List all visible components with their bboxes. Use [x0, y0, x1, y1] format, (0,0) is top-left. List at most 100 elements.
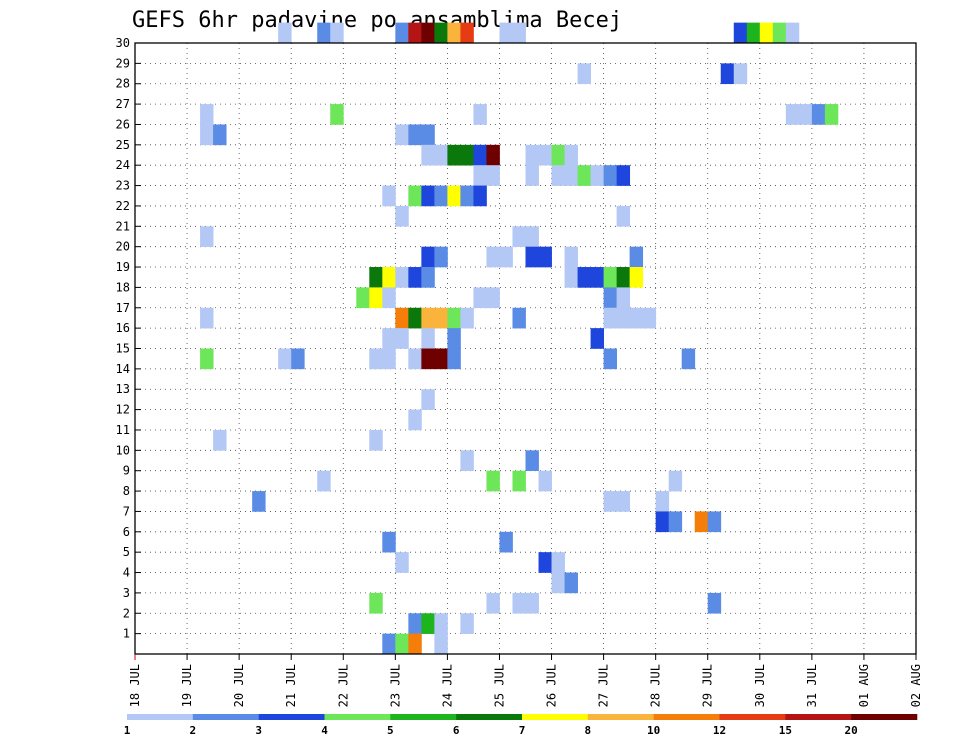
colorbar-label: 3 — [255, 724, 262, 737]
heatmap-cell — [577, 165, 591, 186]
heatmap-cell — [577, 63, 591, 85]
heatmap-cell — [408, 22, 422, 44]
colorbar-segment — [390, 714, 457, 720]
heatmap-cell — [460, 307, 474, 329]
heatmap-cell — [213, 429, 227, 451]
heatmap-cell — [655, 511, 670, 533]
colorbar-label: 4 — [321, 724, 328, 737]
x-tick-label: 26 JUL — [545, 664, 559, 707]
y-tick-label: 8 — [123, 484, 130, 498]
heatmap-cell — [421, 124, 435, 146]
heatmap-cell — [512, 592, 526, 614]
heatmap-cell — [200, 348, 214, 370]
heatmap-cell — [421, 144, 435, 166]
heatmap-cell — [525, 246, 539, 268]
x-tick-label: 20 JUL — [232, 664, 246, 707]
heatmap-cell — [499, 246, 513, 268]
heatmap-cell — [421, 246, 435, 268]
heatmap-cell — [369, 429, 383, 451]
heatmap-cell — [629, 307, 644, 329]
heatmap-cell — [629, 267, 644, 288]
heatmap-cell — [421, 389, 435, 410]
y-tick-label: 7 — [123, 504, 130, 518]
heatmap-cell — [447, 185, 461, 207]
heatmap-cell — [564, 572, 578, 594]
heatmap-cell — [421, 328, 435, 349]
heatmap-cell — [382, 328, 396, 349]
y-tick-label: 4 — [123, 566, 130, 580]
heatmap-cell — [616, 165, 631, 186]
heatmap-cell — [369, 592, 383, 614]
heatmap-cell — [460, 450, 474, 471]
y-tick-label: 10 — [116, 443, 130, 457]
y-tick-label: 13 — [116, 382, 130, 396]
x-tick-label: 22 JUL — [336, 664, 350, 707]
heatmap-cell — [434, 633, 448, 655]
heatmap-cell — [434, 348, 448, 370]
heatmap-cell — [603, 491, 618, 512]
x-axis-ticks: 18 JUL 19 JUL 20 JUL 21 JUL 22 JUL 23 JUL 24 J… — [128, 654, 923, 707]
heatmap-cell — [291, 348, 305, 370]
heatmap-cell — [408, 633, 422, 655]
heatmap-cell — [434, 185, 448, 207]
heatmap-cell — [473, 165, 487, 186]
heatmap-cell — [395, 124, 409, 146]
colorbar-segment — [522, 714, 589, 720]
heatmap-cell — [460, 22, 474, 44]
heatmap-cell — [447, 144, 461, 166]
colorbar-segment — [587, 714, 654, 720]
heatmap-cell — [486, 470, 500, 492]
heatmap-cell — [772, 22, 787, 44]
heatmap-cell — [395, 267, 409, 288]
colorbar-segment — [653, 714, 720, 720]
heatmap-cell — [330, 104, 344, 125]
colorbar-segment — [456, 714, 523, 720]
y-tick-label: 19 — [116, 260, 130, 274]
heatmap-cell — [616, 287, 631, 309]
heatmap-cell — [564, 165, 578, 186]
y-tick-label: 1 — [123, 627, 130, 641]
x-tick-label: 29 JUL — [701, 664, 715, 707]
y-tick-label: 14 — [116, 362, 130, 376]
heatmap-cell — [421, 267, 435, 288]
heatmap-cell — [434, 613, 448, 634]
heatmap-cell — [616, 491, 631, 512]
heatmap-cell — [447, 328, 461, 349]
heatmap-cell — [421, 185, 435, 207]
heatmap-cells — [200, 22, 839, 655]
heatmap-cell — [512, 226, 526, 247]
heatmap-cell — [382, 633, 396, 655]
heatmap-cell — [434, 307, 448, 329]
heatmap-cell — [616, 267, 631, 288]
heatmap-cell — [538, 144, 552, 166]
y-tick-label: 18 — [116, 280, 130, 294]
heatmap-cell — [200, 104, 214, 125]
colorbar-label: 20 — [845, 724, 858, 737]
heatmap-cell — [421, 22, 435, 44]
heatmap-cell — [681, 348, 696, 370]
heatmap-cell — [603, 307, 618, 329]
y-tick-label: 16 — [116, 321, 130, 335]
x-tick-label: 01 AUG — [857, 664, 871, 707]
heatmap-cell — [603, 267, 618, 288]
heatmap-cell — [421, 307, 435, 329]
heatmap-cell — [408, 348, 422, 370]
y-tick-label: 11 — [116, 423, 130, 437]
y-tick-label: 9 — [123, 464, 130, 478]
y-axis-ticks: 1234567891011121314151617181920212223242… — [116, 36, 141, 641]
heatmap-cell — [668, 470, 683, 492]
x-tick-label: 25 JUL — [492, 664, 506, 707]
heatmap-cell — [395, 307, 409, 329]
heatmap-cell — [473, 144, 487, 166]
heatmap-cell — [785, 104, 800, 125]
y-tick-label: 12 — [116, 403, 130, 417]
heatmap-cell — [655, 491, 670, 512]
colorbar-label: 12 — [713, 724, 726, 737]
y-tick-label: 23 — [116, 179, 130, 193]
x-tick-label: 02 AUG — [909, 664, 923, 707]
colorbar-label: 7 — [519, 724, 526, 737]
x-tick-label: 19 JUL — [180, 664, 194, 707]
x-tick-label: 23 JUL — [388, 664, 402, 707]
heatmap-cell — [551, 165, 565, 186]
y-tick-label: 6 — [123, 525, 130, 539]
